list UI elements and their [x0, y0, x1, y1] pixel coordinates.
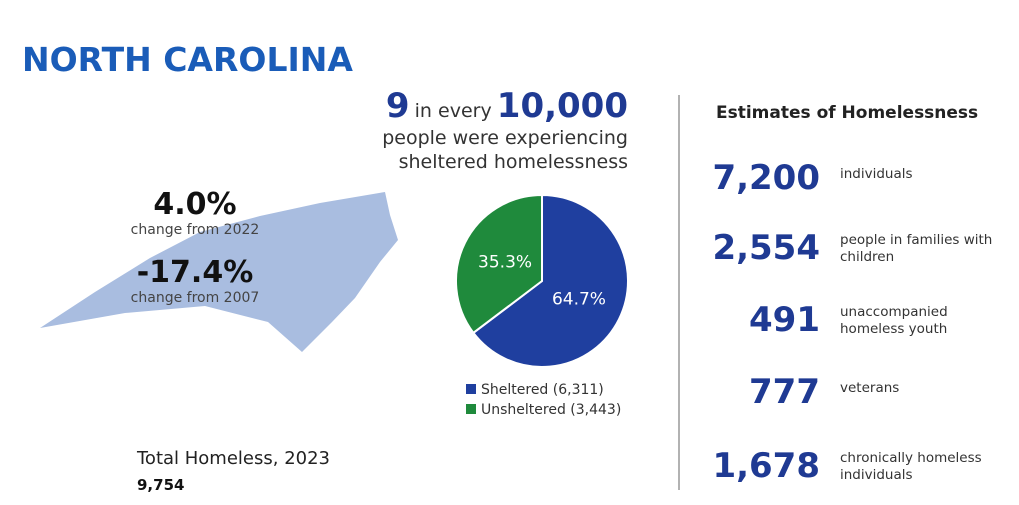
estimate-item: 2,554 people in families with children: [690, 228, 1010, 278]
estimate-item: 491 unaccompanied homeless youth: [690, 300, 1010, 350]
pie-slice: [471, 193, 629, 368]
estimate-label: unaccompanied homeless youth: [840, 304, 948, 337]
legend-label: Unsheltered (3,443): [481, 402, 621, 418]
estimate-label: individuals: [840, 166, 913, 182]
estimate-label: people in families with children: [840, 232, 993, 265]
stat-value: -17.4%: [136, 255, 254, 290]
estimate-label: veterans: [840, 380, 900, 396]
estimate-value: 777: [749, 372, 820, 412]
rate-base: 10,000: [496, 86, 628, 126]
stat-value: 4.0%: [153, 187, 237, 222]
pie-slice: [455, 193, 543, 335]
rate-line: people were experiencing: [382, 127, 628, 149]
estimate-label: chronically homeless individuals: [840, 450, 982, 483]
slice-label: 35.3%: [478, 253, 532, 273]
state-map: [40, 192, 398, 352]
total-label: Total Homeless, 2023: [137, 448, 330, 469]
pie-chart: 64.7% Sheltered (6,311) 35.3% Unsheltered (…: [455, 193, 629, 418]
rate-text: in every: [414, 100, 492, 122]
stat: -17.4% change from 2007: [95, 255, 295, 307]
estimate-value: 491: [749, 300, 820, 340]
rate-number: 9: [385, 86, 410, 126]
legend-swatch: [466, 404, 476, 414]
estimate-value: 7,200: [712, 158, 820, 198]
estimate-item: 1,678 chronically homeless individuals: [690, 446, 1010, 496]
total-value: 9,754: [137, 476, 185, 494]
rate-line: sheltered homelessness: [398, 151, 628, 173]
estimates-title: Estimates of Homelessness: [716, 103, 979, 123]
legend-label: Sheltered (6,311): [481, 382, 604, 398]
estimate-value: 1,678: [712, 446, 820, 486]
estimate-item: 7,200 individuals: [690, 158, 1010, 208]
page-title: NORTH CAROLINA: [22, 40, 353, 79]
stat-label: change from 2007: [130, 290, 260, 306]
stat-label: change from 2022: [130, 222, 260, 238]
legend-swatch: [466, 384, 476, 394]
estimate-value: 2,554: [712, 228, 820, 268]
slice-label: 64.7%: [552, 289, 606, 309]
stat: 4.0% change from 2022: [95, 187, 295, 239]
estimate-item: 777 veterans: [690, 372, 1010, 422]
rate-headline: 9 in every 10,000: [386, 86, 628, 126]
